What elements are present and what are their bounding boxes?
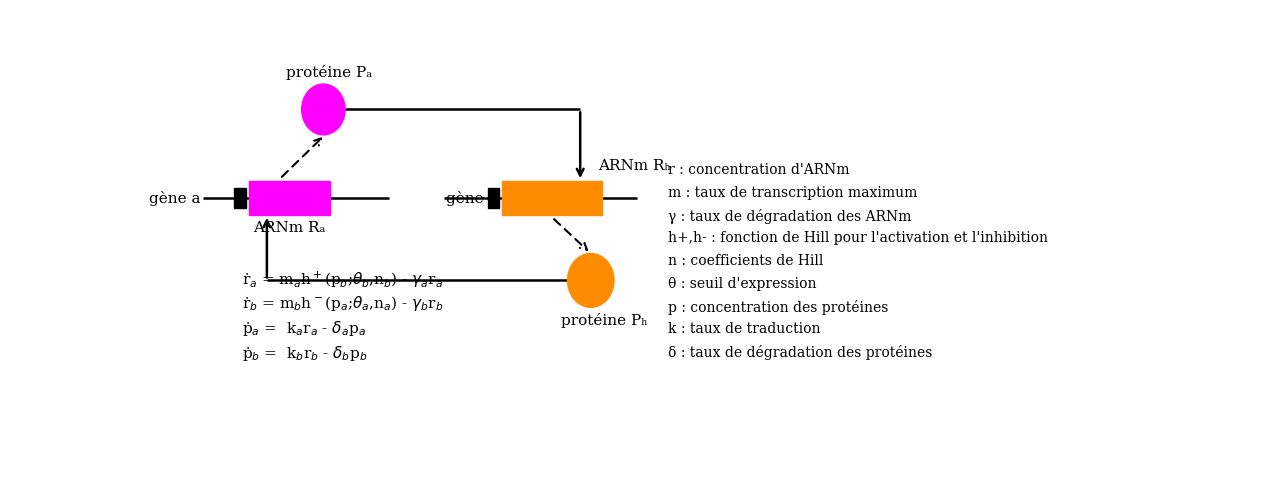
Text: ṗ$_a$ =  k$_a$r$_a$ - $\delta_a$p$_a$: ṗ$_a$ = k$_a$r$_a$ - $\delta_a$p$_a$ — [242, 319, 366, 338]
Text: ṙ$_a$ = m$_a$h$^+$(p$_b$;$\theta_b$,n$_b$) - $\gamma_a$r$_a$: ṙ$_a$ = m$_a$h$^+$(p$_b$;$\theta_b$,n$_b… — [242, 270, 443, 290]
Text: γ : taux de dégradation des ARNm: γ : taux de dégradation des ARNm — [668, 209, 911, 224]
Bar — [249, 181, 330, 215]
Text: ṗ$_b$ =  k$_b$r$_b$ - $\delta_b$p$_b$: ṗ$_b$ = k$_b$r$_b$ - $\delta_b$p$_b$ — [242, 344, 368, 362]
Text: δ : taux de dégradation des protéines: δ : taux de dégradation des protéines — [668, 345, 933, 360]
Text: gène b: gène b — [446, 191, 499, 205]
Text: gène a: gène a — [149, 191, 200, 205]
Text: protéine Pₕ: protéine Pₕ — [562, 313, 648, 329]
Bar — [488, 188, 500, 208]
Ellipse shape — [568, 253, 614, 307]
Text: θ : seuil d'expression: θ : seuil d'expression — [668, 277, 817, 291]
Text: p : concentration des protéines: p : concentration des protéines — [668, 299, 889, 315]
Bar — [234, 188, 245, 208]
Ellipse shape — [302, 84, 346, 135]
Text: ṙ$_b$ = m$_b$h$^-$(p$_a$;$\theta_a$,n$_a$) - $\gamma_b$r$_b$: ṙ$_b$ = m$_b$h$^-$(p$_a$;$\theta_a$,n$_a… — [242, 294, 443, 313]
Text: protéine Pₐ: protéine Pₐ — [287, 65, 373, 80]
Text: ARNm Rₕ: ARNm Rₕ — [599, 159, 672, 173]
Text: h+,h- : fonction de Hill pour l'activation et l'inhibition: h+,h- : fonction de Hill pour l'activati… — [668, 232, 1049, 246]
Text: m : taux de transcription maximum: m : taux de transcription maximum — [668, 186, 917, 200]
Bar — [501, 181, 603, 215]
Text: ARNm Rₐ: ARNm Rₐ — [253, 221, 325, 235]
Text: k : taux de traduction: k : taux de traduction — [668, 322, 821, 337]
Text: r : concentration d'ARNm: r : concentration d'ARNm — [668, 163, 849, 177]
Text: n : coefficients de Hill: n : coefficients de Hill — [668, 254, 824, 268]
